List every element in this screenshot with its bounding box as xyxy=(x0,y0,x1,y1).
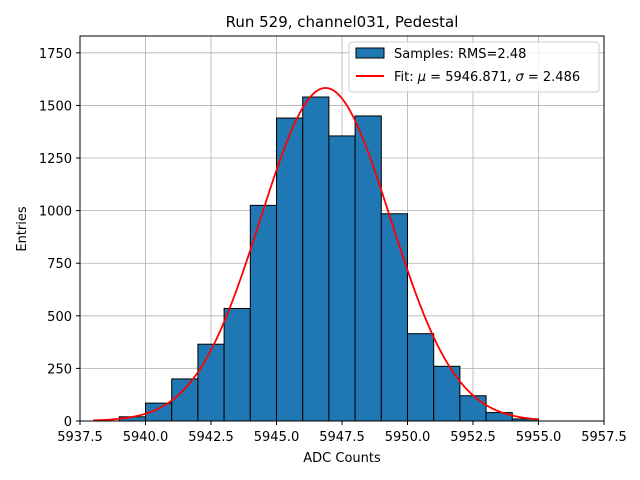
x-tick-label: 5937.5 xyxy=(57,430,103,445)
fit-curve xyxy=(93,87,539,422)
y-tick-label: 750 xyxy=(47,257,72,272)
y-axis-title: Entries xyxy=(15,206,30,252)
y-tick-label: 500 xyxy=(47,310,72,325)
histogram-bar xyxy=(433,365,461,422)
histogram-bar xyxy=(276,117,304,422)
histogram-bar xyxy=(354,115,382,422)
x-axis-title: ADC Counts xyxy=(303,451,381,466)
x-tick-label: 5940.0 xyxy=(123,430,169,445)
legend-box xyxy=(348,41,600,93)
histogram-bar xyxy=(380,213,408,422)
histogram-bar xyxy=(459,395,487,422)
y-tick-label: 0 xyxy=(64,415,72,430)
x-tick-label: 5945.0 xyxy=(254,430,300,445)
histogram-bar xyxy=(223,307,251,422)
y-tick-label: 1250 xyxy=(39,152,72,167)
y-tick-label: 1500 xyxy=(39,99,72,114)
y-tick-label: 1000 xyxy=(39,205,72,220)
histogram-bar xyxy=(407,333,435,422)
chart-title: Run 529, channel031, Pedestal xyxy=(226,13,459,31)
legend-fit-label: Fit: μ = 5946.871, σ = 2.486 xyxy=(394,70,580,85)
histogram-bar xyxy=(328,135,356,422)
x-tick-label: 5952.5 xyxy=(450,430,496,445)
x-axis-ticks: 5937.5 5940.0 5942.5 5945.0 5947.5 5950.0 5952… xyxy=(57,421,627,445)
legend-samples-label: Samples: RMS=2.48 xyxy=(394,47,526,62)
legend: Samples: RMS=2.48 Fit: μ = 5946.871, σ =… xyxy=(348,41,600,93)
histogram-bar xyxy=(249,204,278,422)
y-axis-ticks: 0 250 500 750 1000 1250 1500 1750 xyxy=(39,47,80,430)
x-tick-label: 5947.5 xyxy=(319,430,365,445)
y-tick-label: 1750 xyxy=(39,47,72,62)
x-tick-label: 5942.5 xyxy=(188,430,234,445)
fit-curve-layer xyxy=(93,87,539,422)
x-tick-label: 5955.0 xyxy=(516,430,562,445)
legend-samples-swatch xyxy=(355,47,385,59)
histogram-bar xyxy=(197,343,225,422)
histogram-bar xyxy=(302,96,330,422)
y-tick-label: 250 xyxy=(47,362,72,377)
histogram-bar xyxy=(171,378,199,422)
x-tick-label: 5957.5 xyxy=(581,430,627,445)
x-tick-label: 5950.0 xyxy=(385,430,431,445)
histogram-bars xyxy=(118,96,539,422)
